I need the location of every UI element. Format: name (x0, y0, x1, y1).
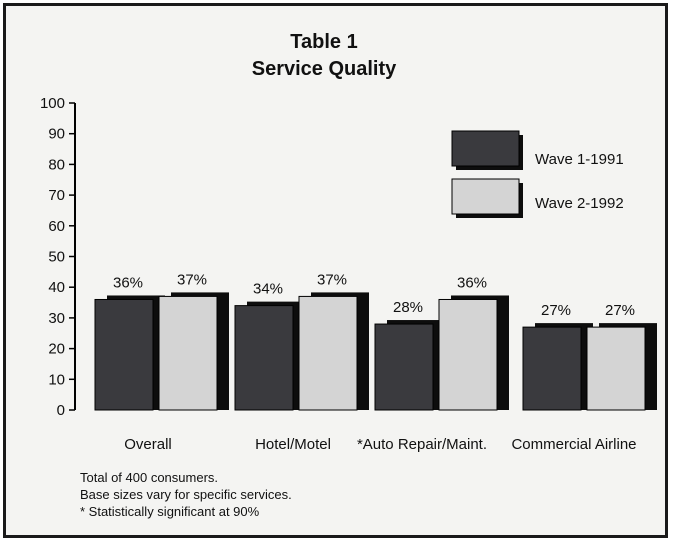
bar-wave-2 (586, 326, 646, 411)
data-label: 34% (253, 281, 283, 298)
data-label: 37% (317, 271, 347, 288)
y-tick-label: 30 (48, 310, 65, 327)
chart-frame: Table 1 Service Quality 0 10 20 30 40 50 60 70 8… (3, 3, 668, 538)
footnote-1: Total of 400 consumers. (80, 470, 218, 485)
data-label: 36% (457, 274, 487, 291)
legend-label-wave-2: Wave 2-1992 (535, 195, 624, 212)
category-label: Commercial Airline (511, 436, 636, 453)
category-label: Overall (124, 436, 172, 453)
y-tick-label: 90 (48, 126, 65, 143)
bars: 36% 37% 34% 37% 28% 36% 27% 27% (94, 271, 657, 411)
y-tick-label: 60 (48, 218, 65, 235)
data-label: 27% (541, 302, 571, 319)
bar-wave-1 (374, 323, 434, 411)
data-label: 37% (177, 271, 207, 288)
data-label: 36% (113, 274, 143, 291)
legend-swatch-wave-2 (451, 178, 520, 215)
category-label: Hotel/Motel (255, 436, 331, 453)
footnote-3: * Statistically significant at 90% (80, 504, 260, 519)
chart-title: Table 1 (290, 31, 357, 53)
bar-wave-1 (94, 298, 154, 411)
y-axis: 0 10 20 30 40 50 60 70 80 90 100 (40, 95, 76, 419)
y-tick-label: 100 (40, 95, 65, 112)
y-tick-label: 50 (48, 249, 65, 266)
y-tick-label: 40 (48, 279, 65, 296)
y-tick-label: 20 (48, 341, 65, 358)
bar-wave-2 (158, 295, 218, 411)
legend: Wave 1-1991 Wave 2-1992 (451, 130, 624, 218)
x-axis-labels: Overall Hotel/Motel *Auto Repair/Maint. Com… (124, 436, 636, 453)
y-tick-label: 70 (48, 187, 65, 204)
bar-wave-2 (298, 295, 358, 411)
y-tick-label: 80 (48, 156, 65, 173)
footnote-2: Base sizes vary for specific services. (80, 487, 292, 502)
bar-wave-1 (522, 326, 582, 411)
category-label: *Auto Repair/Maint. (357, 436, 487, 453)
legend-swatch-wave-1 (451, 130, 520, 167)
legend-label-wave-1: Wave 1-1991 (535, 151, 624, 168)
footnotes: Total of 400 consumers. Base sizes vary … (80, 470, 292, 519)
y-tick-label: 0 (57, 402, 65, 419)
bar-wave-1 (234, 305, 294, 411)
y-tick-label: 10 (48, 371, 65, 388)
bar-chart: Table 1 Service Quality 0 10 20 30 40 50 60 70 8… (40, 31, 657, 519)
bar-wave-2 (438, 298, 498, 411)
chart-subtitle: Service Quality (252, 58, 397, 80)
data-label: 28% (393, 299, 423, 316)
data-label: 27% (605, 302, 635, 319)
